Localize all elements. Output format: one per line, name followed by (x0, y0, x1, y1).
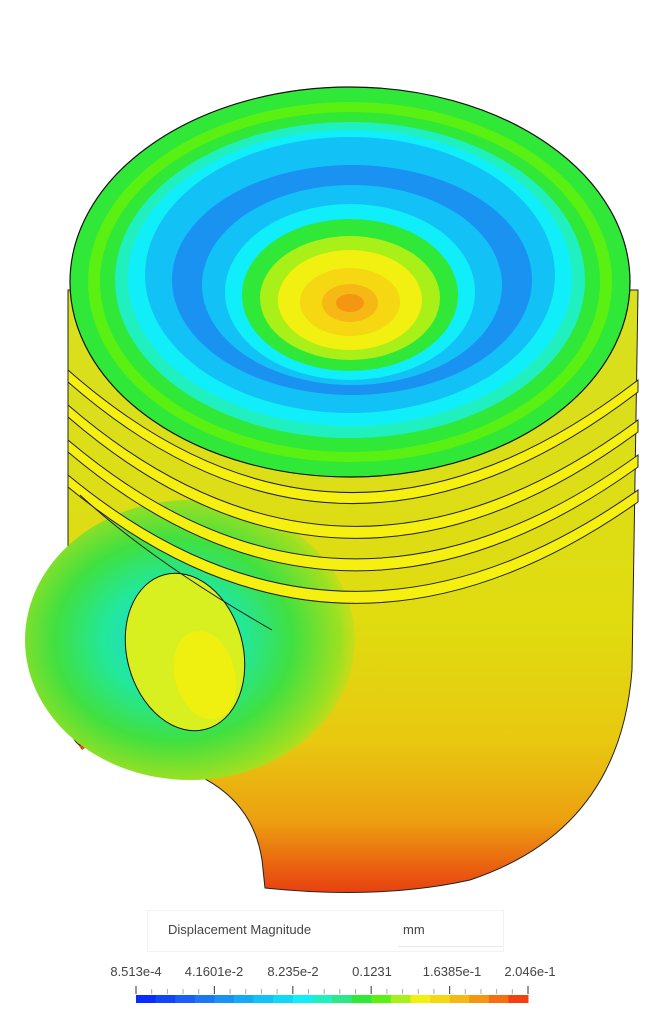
ring-grooves (67, 368, 639, 604)
legend-label-min: 8.513e-4 (110, 964, 162, 979)
color-band (351, 995, 372, 1003)
color-band (175, 995, 196, 1003)
legend-label-1: 4.1601e-2 (184, 964, 244, 979)
legend-title: Displacement Magnitude (168, 922, 312, 937)
color-band (449, 995, 470, 1003)
color-band (488, 995, 509, 1003)
color-band (292, 995, 313, 1003)
color-band (273, 995, 294, 1003)
color-band (430, 995, 451, 1003)
boss-edge (79, 494, 273, 631)
color-band (312, 995, 333, 1003)
color-band (469, 995, 490, 1003)
piston-crown (69, 86, 631, 478)
legend-unit: mm (403, 922, 425, 937)
color-band (508, 995, 529, 1003)
color-band (136, 995, 157, 1003)
color-band (390, 995, 411, 1003)
unit-divider (398, 946, 503, 947)
color-band (234, 995, 255, 1003)
legend-label-max: 2.046e-1 (504, 964, 556, 979)
piston-contour-plot (25, 86, 639, 893)
legend-label-2: 8.235e-2 (267, 964, 319, 979)
color-band (194, 995, 215, 1003)
color-band (332, 995, 353, 1003)
color-band (155, 995, 176, 1003)
legend-label-4: 1.6385e-1 (422, 964, 482, 979)
legend-label-3: 0.1231 (352, 964, 392, 979)
legend-header-box (147, 910, 504, 952)
color-bar (135, 986, 529, 1003)
color-band (214, 995, 235, 1003)
color-band (410, 995, 431, 1003)
color-band (371, 995, 392, 1003)
pin-hole-highlight (173, 630, 237, 720)
color-band (253, 995, 274, 1003)
